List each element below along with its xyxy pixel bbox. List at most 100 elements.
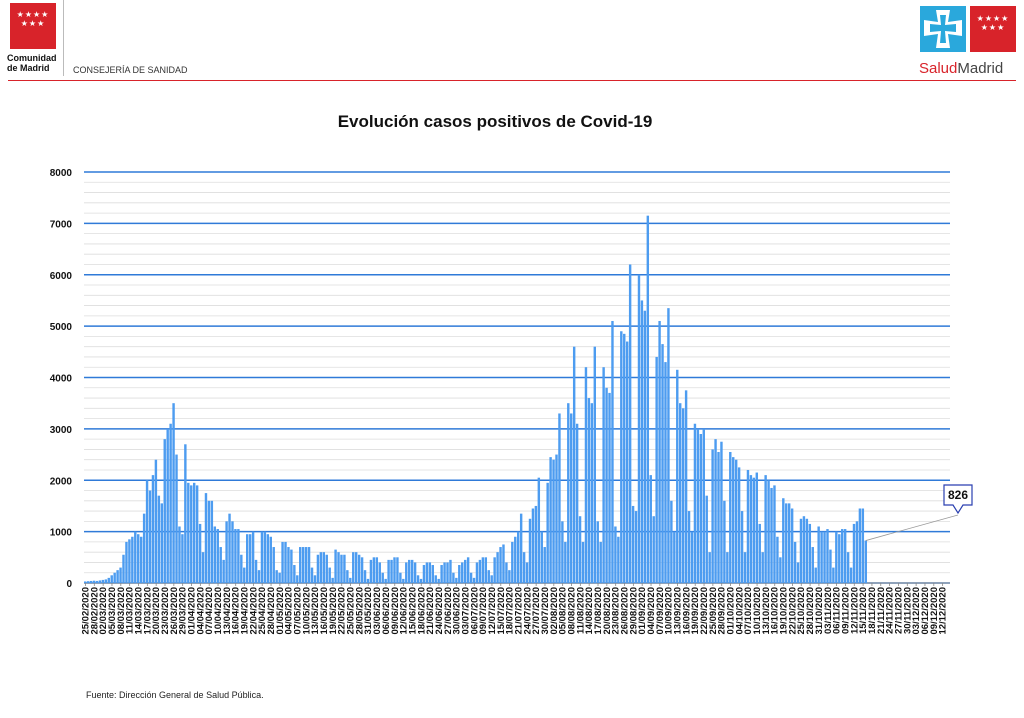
bar [849, 567, 853, 583]
x-tick-label: 25/02/2020 [80, 587, 91, 635]
bar [396, 557, 399, 583]
bar [213, 526, 217, 583]
bar [313, 575, 317, 583]
bar [110, 575, 113, 583]
bar [399, 572, 402, 583]
bar [855, 521, 859, 583]
bar [705, 495, 708, 583]
bar [702, 428, 705, 583]
y-tick-label: 5000 [50, 322, 73, 333]
bar [234, 529, 237, 583]
x-tick-label: 01/10/2020 [726, 587, 737, 635]
x-tick-label: 05/08/2020 [558, 587, 569, 635]
x-tick-label: 09/11/2020 [840, 587, 851, 634]
bar [269, 536, 272, 583]
x-tick-label: 16/10/2020 [770, 587, 781, 635]
bar [84, 581, 87, 583]
bar [761, 552, 764, 583]
bar [505, 562, 508, 583]
bar [328, 567, 331, 583]
bar [263, 531, 267, 583]
header-red-line [8, 80, 1016, 81]
bar [628, 264, 632, 583]
bar [590, 403, 594, 583]
source-note: Fuente: Dirección General de Salud Públi… [86, 690, 264, 700]
bar [463, 559, 467, 583]
annotation-layer: 826 [865, 484, 973, 541]
x-tick-label: 12/06/2020 [399, 587, 410, 635]
bar [190, 485, 193, 583]
x-tick-label: 28/02/2020 [89, 587, 100, 635]
x-tick-label: 17/08/2020 [593, 587, 604, 635]
bar [575, 423, 579, 583]
x-tick-label: 08/08/2020 [566, 587, 577, 635]
bar [729, 451, 732, 583]
x-tick-label: 23/03/2020 [160, 587, 171, 635]
x-tick-label: 07/04/2020 [204, 587, 215, 635]
wordmark-salud: Salud [919, 60, 958, 77]
bar [587, 398, 591, 583]
bar [861, 508, 865, 583]
bar [602, 367, 605, 583]
bar [458, 565, 461, 583]
bar [393, 557, 396, 583]
bar [92, 580, 96, 583]
bar [231, 521, 234, 583]
x-tick-label: 07/09/2020 [655, 587, 666, 635]
bar [384, 578, 387, 583]
bar [681, 408, 685, 583]
bar [608, 392, 611, 583]
bar [758, 523, 761, 583]
bar [204, 493, 208, 583]
bar [216, 529, 219, 583]
bar [643, 310, 647, 583]
bar [266, 534, 270, 583]
x-tick-label: 21/06/2020 [425, 587, 436, 635]
bar [846, 552, 850, 583]
bar [107, 577, 110, 583]
bar [770, 487, 773, 583]
x-tick-label: 18/11/2020 [867, 587, 878, 634]
bar [640, 300, 644, 583]
x-tick-label: 04/05/2020 [284, 587, 295, 635]
x-tick-label: 22/05/2020 [337, 587, 348, 635]
x-tick-label: 26/08/2020 [620, 587, 631, 635]
bar [749, 475, 753, 583]
x-tick-label: 12/12/2020 [938, 587, 949, 635]
bar [363, 570, 367, 583]
bar [119, 567, 122, 583]
bar [281, 541, 284, 583]
bar [826, 529, 829, 583]
x-tick-label: 19/09/2020 [690, 587, 701, 635]
x-tick-label: 25/10/2020 [796, 587, 807, 635]
x-tick-label: 09/07/2020 [478, 587, 489, 635]
bar [555, 454, 558, 583]
bar [549, 457, 552, 583]
bar [192, 482, 196, 583]
bar [198, 523, 202, 583]
bar [740, 511, 744, 583]
bar [496, 552, 499, 583]
bar [254, 559, 258, 583]
bar [378, 562, 381, 583]
bar [690, 531, 694, 583]
bar [511, 541, 514, 583]
bar [366, 578, 370, 583]
bar [802, 516, 806, 583]
x-tick-label: 25/04/2020 [257, 587, 268, 635]
x-tick-label: 03/12/2020 [911, 587, 922, 635]
bar [89, 580, 93, 583]
bar [405, 562, 408, 583]
bar [805, 518, 809, 583]
annotation-label: 826 [948, 488, 968, 502]
x-tick-label: 24/06/2020 [434, 587, 445, 635]
bar [431, 565, 434, 583]
x-tick-label: 10/09/2020 [664, 587, 675, 635]
bar [661, 344, 664, 583]
bar [402, 578, 405, 583]
bar [776, 536, 779, 583]
bar [98, 580, 102, 583]
x-tick-label: 09/06/2020 [390, 587, 401, 635]
x-tick-label: 30/07/2020 [540, 587, 551, 635]
x-tick-label: 20/08/2020 [602, 587, 613, 635]
